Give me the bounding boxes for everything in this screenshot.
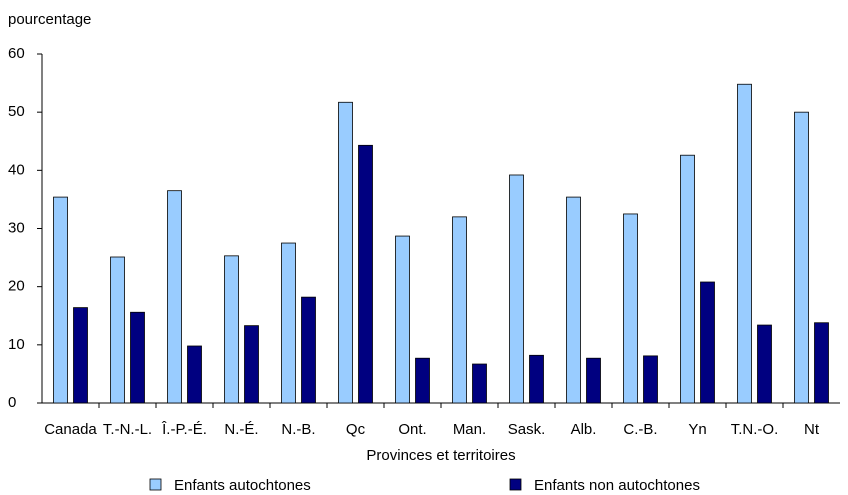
bar [814, 322, 829, 404]
y-axis-label: pourcentage [8, 11, 91, 28]
x-tick-label: Ont. [398, 421, 426, 438]
bar [338, 101, 353, 404]
bar [73, 307, 88, 404]
bar [472, 363, 487, 404]
x-tick-label: Man. [453, 421, 486, 438]
bar [623, 213, 638, 404]
bar [244, 325, 259, 404]
x-axis-label: Provinces et territoires [366, 447, 515, 464]
y-tick-label: 40 [8, 161, 25, 178]
bar [415, 357, 430, 404]
bar [643, 355, 658, 404]
x-tick-label: Sask. [508, 421, 546, 438]
y-tick-label: 30 [8, 219, 25, 236]
bar [281, 242, 296, 404]
y-tick-label: 20 [8, 278, 25, 295]
x-tick-label: T.-N.-L. [103, 421, 152, 438]
y-tick-label: 50 [8, 103, 25, 120]
bar [700, 281, 715, 404]
bar [529, 354, 544, 404]
x-tick-label: N.-É. [224, 421, 258, 438]
bar [566, 196, 581, 404]
x-tick-label: N.-B. [281, 421, 315, 438]
bar [395, 235, 410, 404]
bar [452, 216, 467, 404]
legend-label: Enfants non autochtones [534, 477, 700, 494]
y-tick-label: 60 [8, 45, 25, 62]
x-tick-label: Qc [346, 421, 366, 438]
bar [187, 345, 202, 404]
x-tick-label: Nt [804, 421, 820, 438]
x-tick-label: T.N.-O. [731, 421, 779, 438]
bar [737, 83, 752, 404]
x-tick-label: Canada [44, 421, 97, 438]
bar [757, 324, 772, 404]
legend-label: Enfants autochtones [174, 477, 311, 494]
legend-swatch [509, 478, 522, 491]
y-tick-label: 0 [8, 394, 16, 411]
bar [130, 311, 145, 404]
x-tick-label: Alb. [571, 421, 597, 438]
x-tick-label: Yn [688, 421, 706, 438]
bar [586, 357, 601, 404]
bar [301, 296, 316, 404]
bar [110, 256, 125, 404]
bar [794, 111, 809, 404]
bar [358, 144, 373, 404]
bar [167, 190, 182, 404]
bar [509, 174, 524, 404]
bar [53, 196, 68, 404]
bar [224, 255, 239, 404]
legend-swatch [149, 478, 162, 491]
x-tick-label: C.-B. [623, 421, 657, 438]
y-tick-label: 10 [8, 336, 25, 353]
bar [680, 154, 695, 404]
x-tick-label: Î.-P.-É. [161, 421, 207, 438]
